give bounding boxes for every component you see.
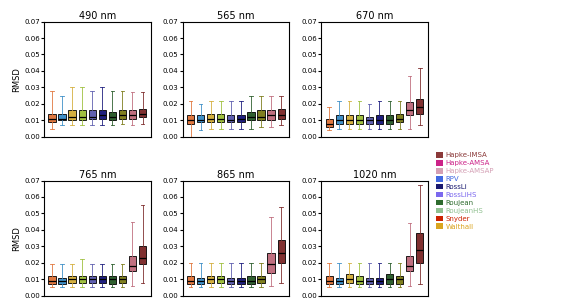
PathPatch shape (237, 116, 244, 122)
Y-axis label: RMSD: RMSD (12, 226, 21, 250)
PathPatch shape (356, 276, 363, 284)
PathPatch shape (129, 110, 136, 119)
PathPatch shape (207, 114, 214, 122)
PathPatch shape (376, 278, 383, 284)
PathPatch shape (257, 110, 265, 120)
PathPatch shape (366, 278, 373, 284)
PathPatch shape (416, 99, 423, 114)
PathPatch shape (109, 112, 116, 120)
Title: 565 nm: 565 nm (217, 11, 254, 21)
PathPatch shape (396, 114, 403, 122)
PathPatch shape (247, 276, 254, 284)
PathPatch shape (396, 276, 403, 284)
PathPatch shape (88, 276, 96, 282)
PathPatch shape (197, 278, 205, 284)
PathPatch shape (207, 276, 214, 282)
PathPatch shape (406, 102, 413, 116)
PathPatch shape (217, 276, 224, 282)
PathPatch shape (326, 276, 333, 284)
PathPatch shape (257, 276, 265, 282)
Title: 865 nm: 865 nm (217, 170, 254, 180)
PathPatch shape (326, 119, 333, 127)
PathPatch shape (237, 278, 244, 284)
PathPatch shape (59, 278, 66, 284)
PathPatch shape (187, 116, 194, 124)
PathPatch shape (346, 116, 353, 124)
PathPatch shape (79, 276, 86, 282)
PathPatch shape (278, 240, 285, 263)
PathPatch shape (366, 117, 373, 124)
PathPatch shape (267, 110, 275, 120)
PathPatch shape (98, 276, 106, 282)
PathPatch shape (406, 256, 413, 271)
PathPatch shape (247, 112, 254, 120)
PathPatch shape (139, 109, 146, 117)
PathPatch shape (79, 110, 86, 120)
PathPatch shape (69, 110, 76, 120)
PathPatch shape (49, 114, 56, 122)
Y-axis label: RMSD: RMSD (12, 67, 21, 91)
PathPatch shape (129, 256, 136, 271)
PathPatch shape (109, 276, 116, 284)
PathPatch shape (416, 233, 423, 263)
Title: 1020 nm: 1020 nm (353, 170, 396, 180)
Title: 670 nm: 670 nm (356, 11, 393, 21)
PathPatch shape (139, 246, 146, 264)
PathPatch shape (98, 110, 106, 119)
PathPatch shape (386, 116, 393, 124)
PathPatch shape (227, 278, 234, 284)
PathPatch shape (59, 114, 66, 120)
PathPatch shape (346, 274, 353, 282)
Legend: Hapke-IMSA, Hapke-AMSA, Hapke-AMSAP, RPV, RossLi, RossLiHS, Roujean, RoujeanHS, : Hapke-IMSA, Hapke-AMSA, Hapke-AMSAP, RPV… (434, 151, 495, 231)
PathPatch shape (49, 276, 56, 284)
PathPatch shape (278, 109, 285, 119)
Title: 765 nm: 765 nm (79, 170, 116, 180)
PathPatch shape (336, 278, 343, 284)
PathPatch shape (119, 276, 126, 282)
PathPatch shape (88, 110, 96, 119)
PathPatch shape (386, 274, 393, 284)
PathPatch shape (187, 276, 194, 284)
PathPatch shape (356, 116, 363, 124)
PathPatch shape (336, 116, 343, 124)
PathPatch shape (267, 253, 275, 273)
PathPatch shape (376, 116, 383, 124)
PathPatch shape (227, 116, 234, 122)
PathPatch shape (69, 276, 76, 282)
PathPatch shape (217, 114, 224, 122)
PathPatch shape (119, 110, 126, 119)
PathPatch shape (197, 116, 205, 122)
Title: 490 nm: 490 nm (79, 11, 116, 21)
